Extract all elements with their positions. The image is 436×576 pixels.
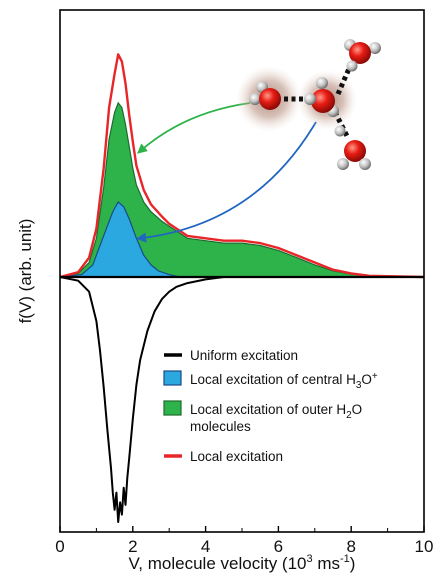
legend-item-1: Local excitation of central H3O+ — [163, 370, 378, 391]
legend-label: Local excitation of central H3O+ — [190, 371, 378, 391]
bottom-right-water-molecule-icon — [334, 125, 371, 170]
top-right-water-molecule-icon — [344, 39, 381, 72]
legend-label: Local excitation — [190, 449, 283, 464]
molecule-cluster-illustration — [236, 39, 381, 170]
annotation-arrows — [136, 102, 317, 243]
legend: Uniform excitation Local excitation of ce… — [163, 348, 378, 464]
line-uniform-excitation — [59, 276, 424, 523]
plot-area — [59, 53, 425, 523]
x-tick-label: 6 — [274, 537, 283, 556]
area-local-excitation-of-central-h3o — [59, 201, 424, 278]
legend-item-0: Uniform excitation — [164, 348, 298, 363]
x-tick-label: 2 — [128, 537, 137, 556]
x-tick-label: 0 — [55, 537, 64, 556]
blue-annotation-arrow — [136, 121, 317, 243]
x-tick-label: 4 — [201, 537, 210, 556]
legend-swatch-marker — [163, 400, 182, 416]
legend-item-3: Local excitation — [164, 449, 283, 464]
green-annotation-arrow — [137, 102, 251, 154]
legend-swatch-marker — [163, 370, 182, 386]
left-water-molecule-icon — [249, 81, 281, 110]
legend-label: Uniform excitation — [190, 348, 298, 363]
x-axis: 0 2 4 6 8 10 — [55, 526, 433, 556]
x-tick-label: 8 — [346, 537, 355, 556]
x-axis-title: V, molecule velocity (103 ms-1) — [129, 553, 356, 573]
x-tick-label: 10 — [415, 537, 434, 556]
legend-label: Local excitation of outer H2O — [190, 402, 362, 421]
legend-label: molecules — [190, 419, 251, 434]
line-local-excitation — [59, 53, 425, 279]
area-local-excitation-of-outer-h2o-molecules — [59, 101, 425, 278]
central-hydronium-icon — [304, 77, 339, 117]
y-axis-title: f(V) (arb. unit) — [16, 219, 35, 324]
